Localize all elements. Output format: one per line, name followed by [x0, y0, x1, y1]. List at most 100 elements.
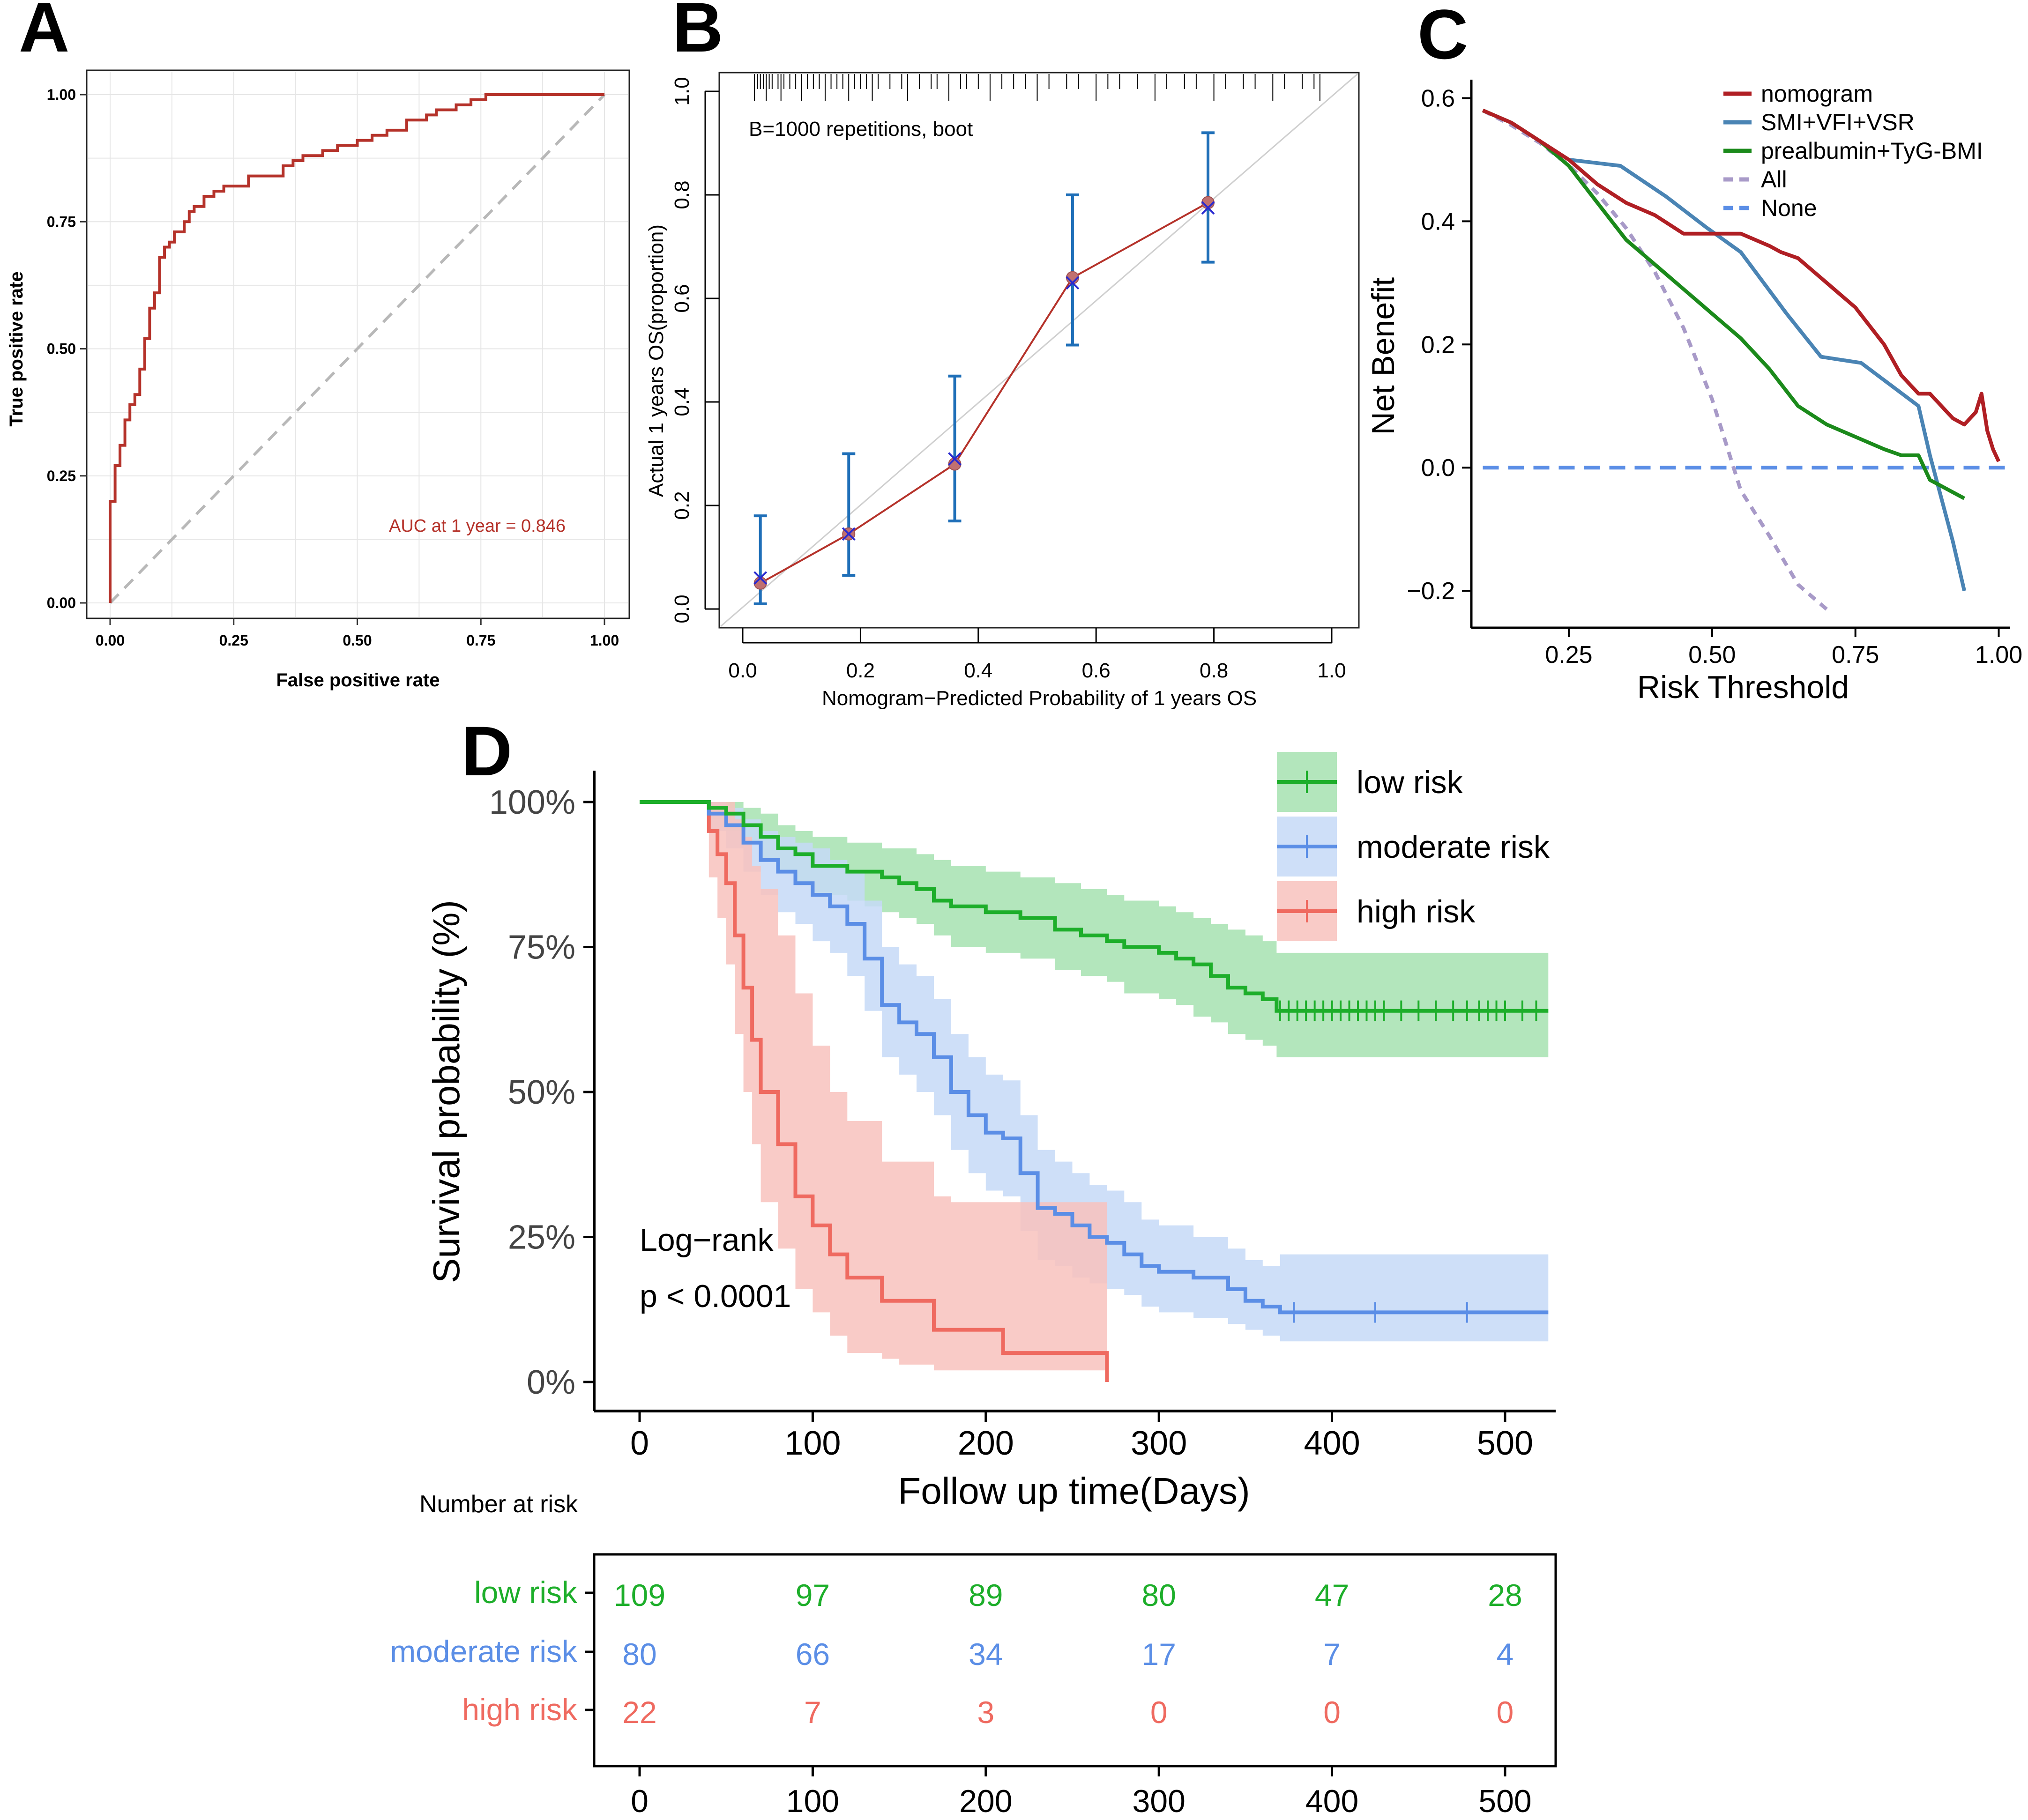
panel-c-dca: C 0.25 0.50 0.75 1.00 0.6 0.4 0.2 0.0 −0.2 nomog…: [1365, 0, 2022, 705]
y-tick-label: 100%: [489, 784, 575, 821]
panel-d-xlabel: Follow up time(Days): [898, 1470, 1250, 1512]
corrected-point: [1201, 201, 1215, 215]
panel-label-b: B: [672, 0, 723, 67]
dca-curve-nomogram: [1482, 109, 2001, 462]
x-tick-label: 0.75: [466, 632, 495, 649]
dca-curve-smi-vfi-vsr: [1568, 157, 1966, 592]
legend-label: None: [1761, 195, 1817, 221]
corrected-point: [753, 571, 768, 585]
roc-curve: [109, 93, 604, 603]
risk-table-x-tick-label: 500: [1478, 1783, 1531, 1819]
panel-b-xlabel: Nomogram−Predicted Probability of 1 year…: [822, 687, 1257, 710]
risk-table-cell: 0: [1150, 1695, 1168, 1730]
y-tick-label: 25%: [508, 1219, 575, 1256]
risk-table-cell: 0: [1323, 1695, 1341, 1730]
risk-table-cell: 109: [614, 1578, 665, 1612]
risk-table-row-label: low risk: [474, 1575, 578, 1610]
x-tick-label: 100: [784, 1425, 841, 1462]
panel-c-xlabel: Risk Threshold: [1637, 669, 1849, 705]
corrected-point: [1066, 276, 1080, 290]
risk-table-title: Number at risk: [419, 1491, 578, 1518]
x-tick-label: 0.25: [1545, 641, 1592, 669]
risk-table-cell: 28: [1488, 1578, 1522, 1612]
panel-d-ylabel: Survival probability (%): [425, 900, 467, 1283]
risk-table-row-label: moderate risk: [390, 1634, 578, 1669]
risk-table-cell: 66: [796, 1637, 830, 1671]
panel-c-curves: [1482, 109, 2010, 611]
panel-a-roc: A 0.00 0.25 0.50 0.75 1.00 0.00 0.25 0.50 0.75 1.…: [6, 0, 630, 691]
risk-table-cell: 34: [969, 1637, 1003, 1671]
corrected-point: [948, 452, 962, 466]
risk-table-cell: 7: [804, 1695, 821, 1730]
logrank-pvalue: p < 0.0001: [640, 1278, 791, 1314]
panel-d-km: D 0 100 200 300 400 500 0% 25% 50% 75% 100% low ri…: [425, 712, 1556, 1512]
panel-a-plot-frame: [86, 69, 630, 619]
km-curve-high-risk: [640, 800, 1109, 1382]
y-tick-label: 0%: [527, 1364, 575, 1401]
risk-table-x-tick-label: 100: [786, 1783, 839, 1819]
x-tick-label: 0.0: [728, 659, 757, 682]
panel-b-marks: [753, 131, 1215, 605]
x-tick-label: 1.00: [590, 632, 619, 649]
risk-table-cell: 80: [1141, 1578, 1176, 1612]
risk-table-cell: 0: [1497, 1695, 1514, 1730]
panel-b-ideal-line: [720, 73, 1358, 627]
y-tick-label: 0.2: [671, 491, 693, 520]
x-tick-label: 0.8: [1200, 659, 1228, 682]
x-tick-label: 0.4: [964, 659, 992, 682]
risk-table-cell: 22: [622, 1695, 656, 1730]
panel-d-confidence-bands: [640, 802, 1549, 1382]
panel-b-calibration: B 0.0 0.2 0.4 0.6 0.8 1.0 0.0 0.2 0.4 0.6 0.8 1.0 B…: [645, 0, 1360, 710]
y-tick-label: 0.0: [1421, 454, 1455, 482]
panel-a-diagonal: [109, 93, 606, 604]
panel-c-ticks: 0.25 0.50 0.75 1.00 0.6 0.4 0.2 0.0 −0.2: [1407, 85, 2022, 669]
x-tick-label: 200: [958, 1425, 1014, 1462]
y-tick-label: 0.0: [671, 594, 693, 623]
x-tick-label: 1.00: [1975, 641, 2022, 669]
panel-c-ylabel: Net Benefit: [1365, 277, 1401, 435]
y-tick-label: 0.4: [1421, 208, 1455, 235]
panel-b-ticks: 0.0 0.2 0.4 0.6 0.8 1.0 0.0 0.2 0.4 0.6 0.8 1.0: [671, 77, 1346, 682]
risk-table-row-label: high risk: [462, 1692, 578, 1727]
logrank-label: Log−rank: [640, 1222, 774, 1258]
panel-a-ylabel: True positive rate: [6, 271, 27, 426]
y-tick-label: 0.00: [47, 594, 76, 611]
panel-a-ticks: 0.00 0.25 0.50 0.75 1.00 0.00 0.25 0.50 0.75 1.00: [47, 86, 619, 649]
risk-table-frame: [593, 1553, 1557, 1768]
x-tick-label: 0.2: [846, 659, 875, 682]
km-curve-moderate-risk: [640, 800, 1549, 1315]
risk-table: Number at risk low risk 109 97 89 80 47 28mode…: [390, 1491, 1557, 1819]
panel-d-legend: low risk moderate risk high risk: [1277, 752, 1550, 941]
risk-table-cell: 97: [796, 1578, 830, 1612]
panel-label-d: D: [462, 712, 512, 790]
x-tick-label: 0: [630, 1425, 649, 1462]
legend-label: moderate risk: [1357, 829, 1550, 865]
ci-band-high-risk: [640, 802, 1107, 1382]
risk-table-x-tick-label: 400: [1305, 1783, 1358, 1819]
ci-band-moderate-risk: [640, 802, 1549, 1342]
y-tick-label: −0.2: [1407, 578, 1455, 605]
y-tick-label: 0.6: [671, 284, 693, 312]
panel-d-ticks: 0 100 200 300 400 500 0% 25% 50% 75% 100%: [489, 784, 1533, 1462]
risk-table-cell: 89: [969, 1578, 1003, 1612]
risk-table-cell: 47: [1315, 1578, 1349, 1612]
bootstrap-annotation: B=1000 repetitions, boot: [749, 118, 973, 141]
x-tick-label: 500: [1477, 1425, 1533, 1462]
risk-table-cell: 4: [1497, 1637, 1514, 1671]
legend-label: nomogram: [1761, 81, 1873, 107]
panel-a-xlabel: False positive rate: [276, 670, 440, 691]
auc-annotation: AUC at 1 year = 0.846: [389, 516, 566, 536]
y-tick-label: 1.0: [671, 77, 693, 105]
risk-table-cell: 80: [622, 1637, 656, 1671]
y-tick-label: 0.8: [671, 180, 693, 209]
panel-label-a: A: [19, 0, 69, 67]
risk-table-x-tick-label: 200: [959, 1783, 1012, 1819]
km-curve-low-risk: [640, 800, 1549, 1013]
risk-table-cell: 3: [977, 1695, 994, 1730]
y-tick-label: 0.6: [1421, 85, 1455, 112]
x-tick-label: 0.00: [96, 632, 125, 649]
y-tick-label: 75%: [508, 929, 575, 966]
y-tick-label: 0.4: [671, 387, 693, 416]
panel-d-survival-curves: [640, 800, 1549, 1382]
